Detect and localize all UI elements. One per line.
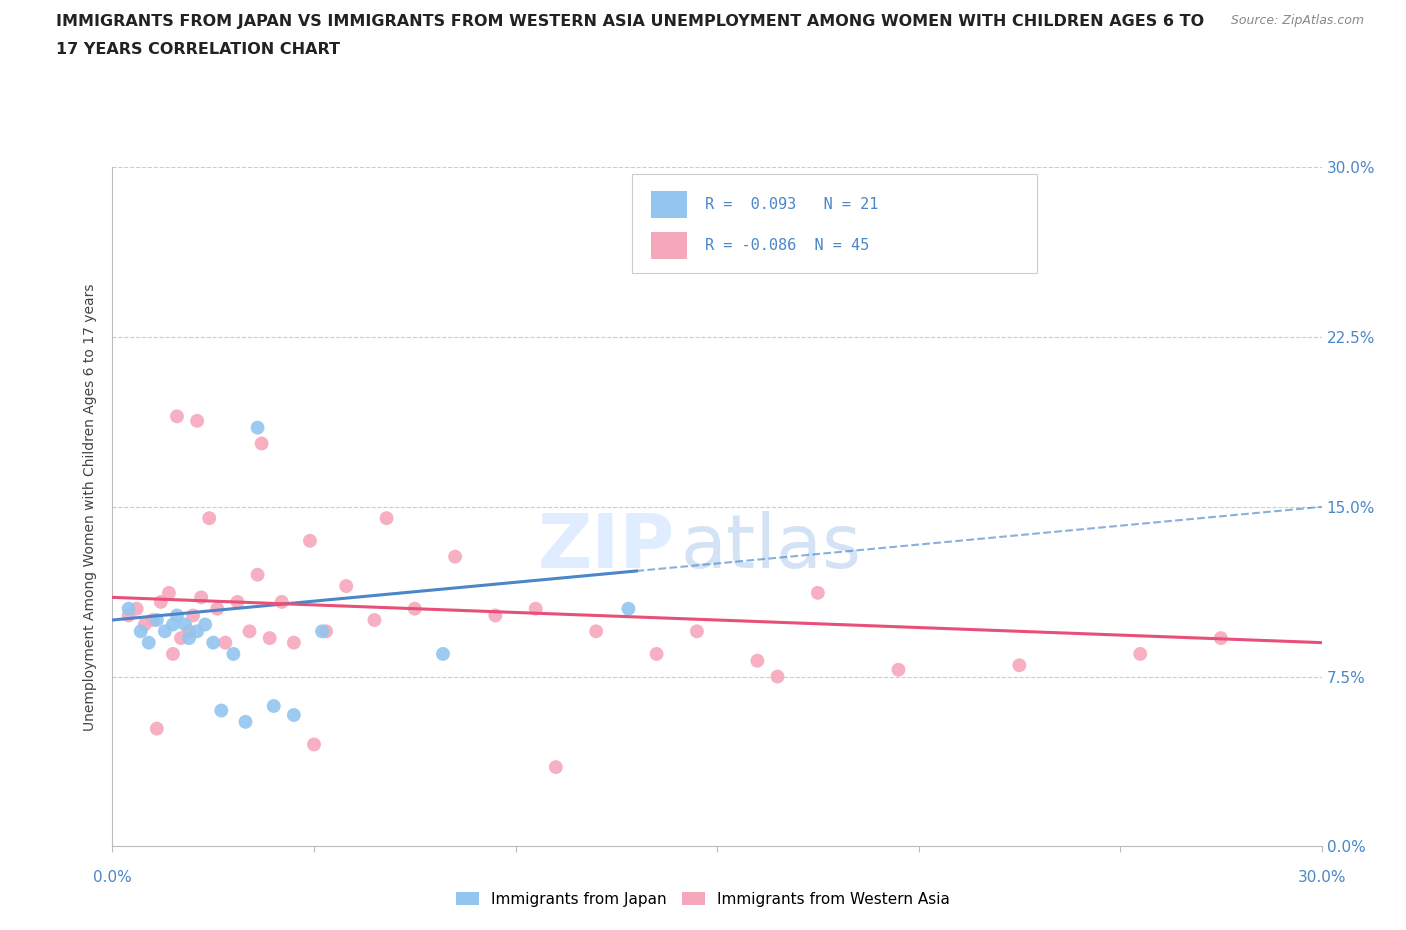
- Point: [177, 624, 200, 639]
- Point: [645, 646, 668, 661]
- Point: [134, 618, 156, 632]
- Point: [432, 646, 454, 661]
- FancyBboxPatch shape: [633, 174, 1038, 272]
- Point: [246, 567, 269, 582]
- Point: [315, 624, 337, 639]
- Point: [146, 613, 169, 628]
- Point: [157, 585, 180, 600]
- Point: [1129, 646, 1152, 661]
- Point: [194, 618, 217, 632]
- Text: 0.0%: 0.0%: [93, 870, 132, 884]
- Point: [1008, 658, 1031, 672]
- Point: [129, 624, 152, 639]
- Point: [766, 670, 789, 684]
- Point: [125, 602, 148, 617]
- Point: [186, 414, 208, 429]
- Y-axis label: Unemployment Among Women with Children Ages 6 to 17 years: Unemployment Among Women with Children A…: [83, 283, 97, 731]
- Point: [202, 635, 225, 650]
- Point: [444, 550, 467, 565]
- Text: Source: ZipAtlas.com: Source: ZipAtlas.com: [1230, 14, 1364, 27]
- Point: [283, 708, 305, 723]
- Point: [807, 585, 830, 600]
- Point: [298, 534, 321, 549]
- Point: [117, 602, 139, 617]
- Point: [117, 608, 139, 623]
- Bar: [651, 232, 686, 259]
- Point: [181, 608, 204, 623]
- Point: [302, 737, 325, 752]
- Point: [263, 698, 285, 713]
- Point: [149, 594, 172, 609]
- Point: [186, 624, 208, 639]
- Point: [166, 409, 188, 424]
- Point: [142, 613, 165, 628]
- Point: [270, 594, 292, 609]
- Point: [747, 653, 769, 668]
- Point: [174, 618, 197, 632]
- Text: R =  0.093   N = 21: R = 0.093 N = 21: [704, 197, 879, 212]
- Legend: Immigrants from Japan, Immigrants from Western Asia: Immigrants from Japan, Immigrants from W…: [450, 886, 956, 913]
- Point: [617, 602, 640, 617]
- Text: IMMIGRANTS FROM JAPAN VS IMMIGRANTS FROM WESTERN ASIA UNEMPLOYMENT AMONG WOMEN W: IMMIGRANTS FROM JAPAN VS IMMIGRANTS FROM…: [56, 14, 1205, 29]
- Point: [335, 578, 357, 593]
- Point: [226, 594, 249, 609]
- Text: 17 YEARS CORRELATION CHART: 17 YEARS CORRELATION CHART: [56, 42, 340, 57]
- Point: [238, 624, 260, 639]
- Point: [235, 714, 257, 729]
- Point: [162, 646, 184, 661]
- Point: [190, 590, 212, 604]
- Point: [484, 608, 506, 623]
- Point: [887, 662, 910, 677]
- Point: [363, 613, 385, 628]
- Bar: [651, 192, 686, 219]
- Point: [177, 631, 200, 645]
- Text: 30.0%: 30.0%: [1298, 870, 1346, 884]
- Text: ZIP: ZIP: [537, 512, 675, 584]
- Point: [207, 602, 229, 617]
- Point: [162, 618, 184, 632]
- Point: [222, 646, 245, 661]
- Text: R = -0.086  N = 45: R = -0.086 N = 45: [704, 238, 869, 253]
- Point: [283, 635, 305, 650]
- Point: [153, 624, 176, 639]
- Point: [404, 602, 426, 617]
- Point: [250, 436, 273, 451]
- Point: [170, 631, 193, 645]
- Point: [214, 635, 236, 650]
- Point: [544, 760, 567, 775]
- Point: [198, 511, 221, 525]
- Point: [686, 624, 709, 639]
- Text: atlas: atlas: [681, 512, 862, 584]
- Point: [375, 511, 398, 525]
- Point: [311, 624, 333, 639]
- Point: [246, 420, 269, 435]
- Point: [259, 631, 281, 645]
- Point: [138, 635, 160, 650]
- Point: [1209, 631, 1232, 645]
- Point: [209, 703, 232, 718]
- Point: [585, 624, 607, 639]
- Point: [524, 602, 547, 617]
- Point: [146, 721, 169, 736]
- Point: [166, 608, 188, 623]
